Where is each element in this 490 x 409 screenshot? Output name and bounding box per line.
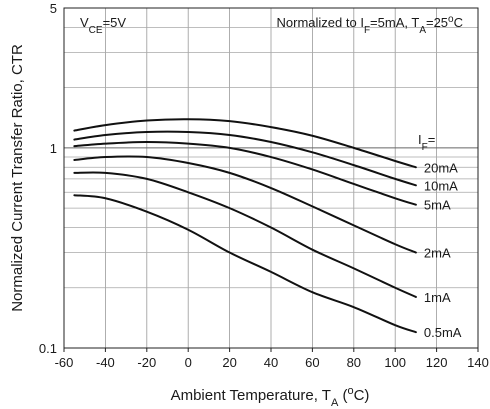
series-label: 0.5mA (424, 325, 462, 340)
y-tick-label: 1 (50, 141, 57, 156)
series-label: 1mA (424, 290, 451, 305)
y-axis-label: Normalized Current Transfer Ratio, CTR (9, 44, 26, 312)
x-tick-label: 140 (467, 355, 489, 370)
series-line-1mA (73, 171, 417, 298)
y-tick-label: 5 (50, 1, 57, 16)
x-tick-label: 60 (305, 355, 319, 370)
series-line-0.5mA (73, 194, 417, 334)
x-tick-label: 100 (384, 355, 406, 370)
series-line-2mA (73, 155, 417, 254)
series-line-5mA (73, 140, 417, 206)
x-tick-label: -60 (55, 355, 74, 370)
series-line-20mA (73, 118, 417, 169)
x-tick-label: 0 (185, 355, 192, 370)
x-tick-label: 20 (222, 355, 236, 370)
if-legend-title: IF= (418, 132, 435, 153)
vce-annotation: VCE=5V (80, 15, 126, 36)
series-label: 2mA (424, 246, 451, 261)
x-axis-label: Ambient Temperature, TA (oC) (171, 385, 370, 409)
normalization-annotation: Normalized to IF=5mA, TA=25oC (277, 14, 463, 36)
x-tick-label: 120 (426, 355, 448, 370)
series-lines: 20mA 10mA 5mA 2mA 1mA 0.5mA (73, 118, 462, 340)
series-label: 5mA (424, 198, 451, 213)
x-tick-label: 80 (347, 355, 361, 370)
x-tick-label: -20 (137, 355, 156, 370)
x-tick-label: 40 (264, 355, 278, 370)
series-label: 10mA (424, 178, 458, 193)
tick-labels: -60 -40 -20 0 20 40 60 80 100 120 140 0.1 1 5 (39, 1, 489, 370)
series-label: 20mA (424, 160, 458, 175)
y-tick-label: 0.1 (39, 341, 57, 356)
series-line-10mA (73, 130, 417, 187)
x-tick-label: -40 (96, 355, 115, 370)
